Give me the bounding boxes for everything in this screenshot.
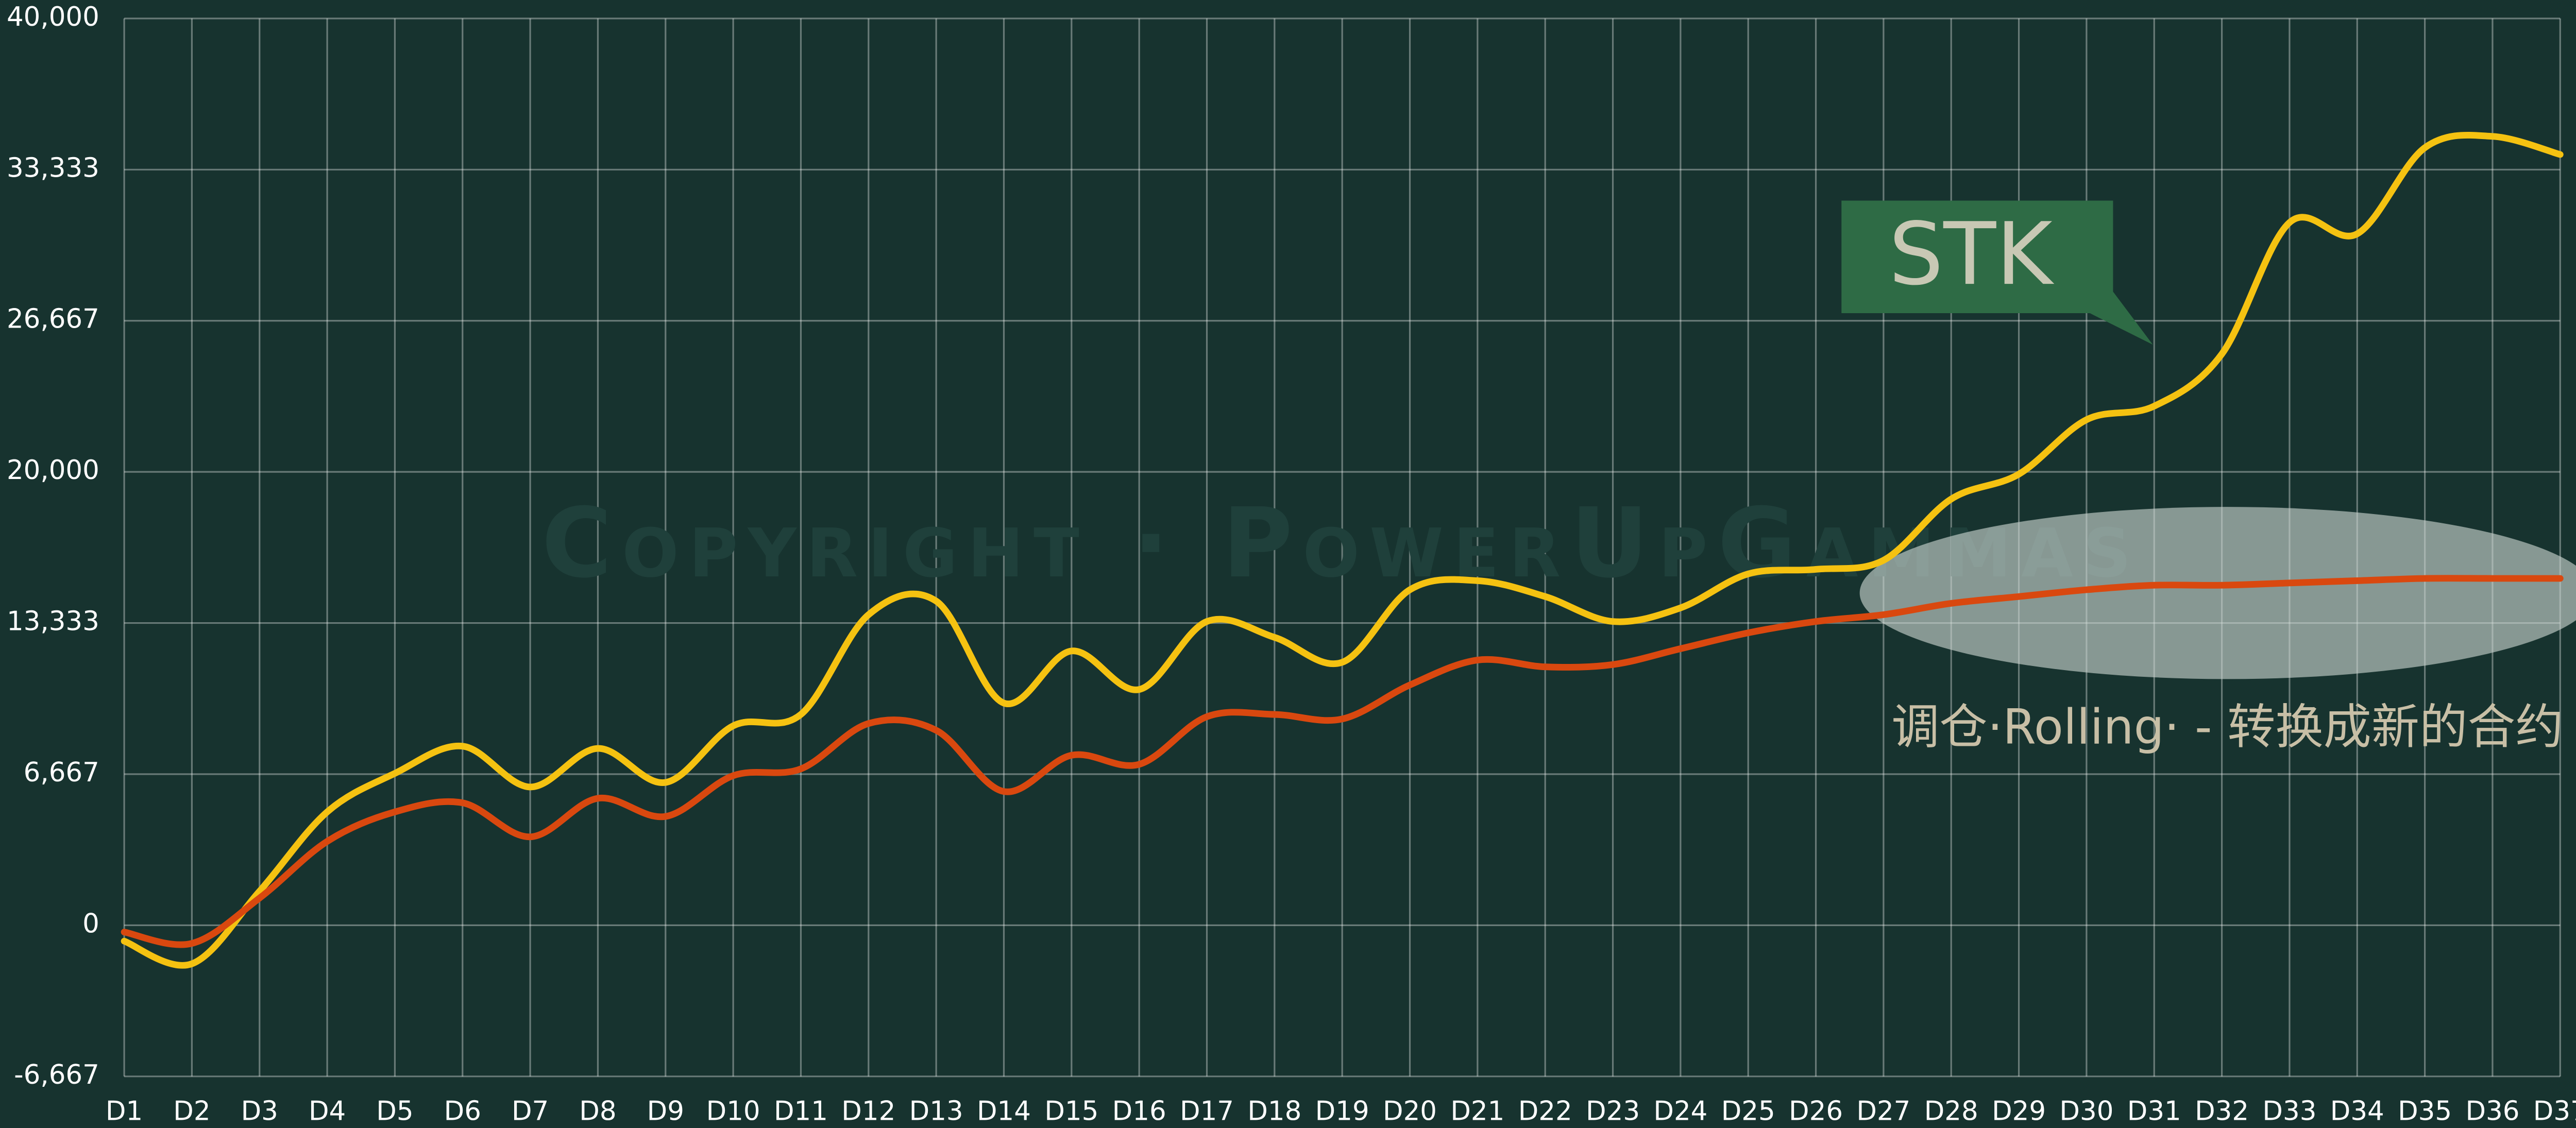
x-tick-label: D28: [1924, 1096, 1978, 1127]
lines: [121, 132, 2564, 969]
x-tick-label: D6: [444, 1096, 481, 1127]
x-tick-label: D14: [977, 1096, 1031, 1127]
x-tick-label: D12: [841, 1096, 895, 1127]
y-tick-label: 13,333: [7, 606, 99, 637]
x-tick-label: D32: [2195, 1096, 2249, 1127]
x-tick-label: D24: [1653, 1096, 1707, 1127]
y-tick-label: 26,667: [7, 304, 99, 335]
x-tick-label: D23: [1586, 1096, 1640, 1127]
y-tick-label: 40,000: [7, 2, 99, 32]
x-tick-label: D21: [1450, 1096, 1504, 1127]
x-tick-label: D16: [1112, 1096, 1166, 1127]
x-tick-label: D33: [2262, 1096, 2316, 1127]
x-tick-label: D30: [2059, 1096, 2113, 1127]
y-tick-label: 0: [82, 908, 99, 939]
x-tick-label: D13: [909, 1096, 963, 1127]
highlight-ellipse: [1859, 507, 2576, 679]
x-tick-label: D27: [1856, 1096, 1910, 1127]
series-line: [121, 575, 2564, 948]
x-tick-label: D22: [1518, 1096, 1572, 1127]
x-tick-label: D3: [241, 1096, 278, 1127]
x-tick-label: D26: [1789, 1096, 1843, 1127]
x-tick-label: D34: [2330, 1096, 2384, 1127]
callout-label: STK: [1889, 204, 2055, 304]
x-tick-label: D1: [106, 1096, 143, 1127]
annotation: 调仓·Rolling· - 转换成新的合约: [1891, 698, 2563, 755]
x-tick-label: D7: [512, 1096, 549, 1127]
x-tick-label: D31: [2127, 1096, 2181, 1127]
x-tick-label: D5: [376, 1096, 413, 1127]
x-tick-label: D11: [774, 1096, 828, 1127]
x-tick-label: D18: [1247, 1096, 1301, 1127]
y-tick-label: 6,667: [24, 757, 99, 788]
callout-box: [1841, 200, 2153, 345]
x-tick-label: D10: [706, 1096, 760, 1127]
series-line: [121, 132, 2564, 969]
x-tick-label: D35: [2398, 1096, 2452, 1127]
x-tick-label: D2: [173, 1096, 210, 1127]
x-tick-label: D20: [1383, 1096, 1437, 1127]
y-tick-label: 33,333: [7, 152, 99, 183]
y-tick-label: -6,667: [14, 1059, 99, 1090]
x-tick-label: D8: [579, 1096, 616, 1127]
y-tick-label: 20,000: [7, 455, 99, 486]
x-tick-label: D9: [647, 1096, 684, 1127]
x-tick-label: D17: [1180, 1096, 1234, 1127]
x-tick-label: D37: [2533, 1096, 2576, 1127]
x-tick-label: D36: [2465, 1096, 2519, 1127]
x-tick-label: D25: [1721, 1096, 1775, 1127]
x-tick-label: D15: [1044, 1096, 1098, 1127]
x-tick-label: D4: [309, 1096, 346, 1127]
x-tick-label: D19: [1315, 1096, 1369, 1127]
x-tick-label: D29: [1992, 1096, 2046, 1127]
